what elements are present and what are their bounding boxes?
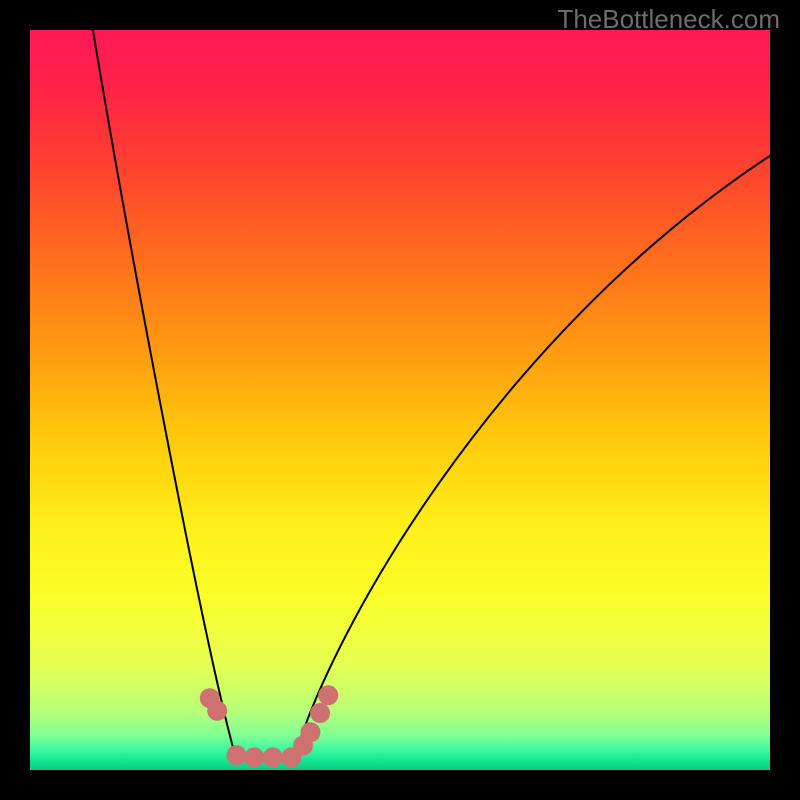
data-marker bbox=[263, 747, 283, 767]
watermark-text: TheBottleneck.com bbox=[557, 4, 780, 35]
data-marker bbox=[207, 701, 227, 721]
data-marker bbox=[300, 722, 320, 742]
chart-root: TheBottleneck.com bbox=[0, 0, 800, 800]
plot-area-gradient bbox=[30, 30, 770, 770]
data-marker bbox=[226, 745, 246, 765]
data-marker bbox=[310, 703, 330, 723]
data-marker bbox=[318, 685, 338, 705]
bottleneck-chart bbox=[0, 0, 800, 800]
data-marker bbox=[244, 747, 264, 767]
